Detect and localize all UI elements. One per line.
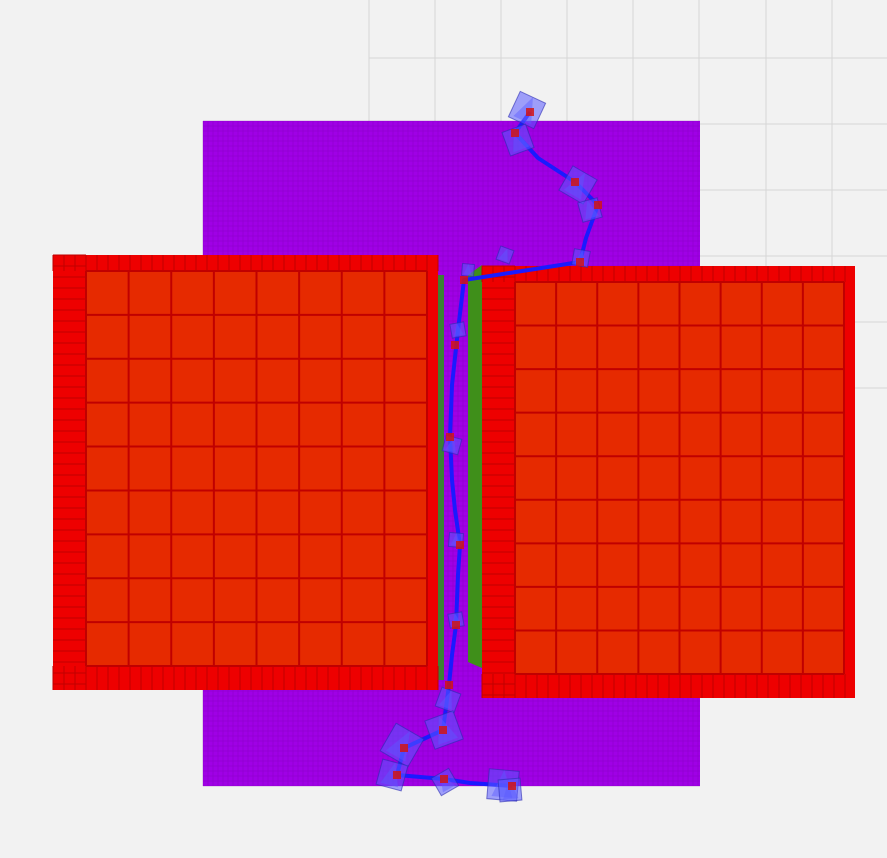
waypoints — [393, 108, 602, 790]
pose-arrow — [385, 731, 410, 762]
waypoint-square-icon — [576, 258, 584, 266]
pose-square — [460, 262, 476, 278]
obstacle-right — [481, 265, 855, 698]
pose-arrow-square-icon — [449, 321, 467, 339]
waypoint-square-icon — [452, 621, 460, 629]
pose-arrow — [380, 762, 399, 788]
obstacle-cells — [85, 270, 428, 667]
pose-square — [495, 245, 515, 265]
waypoint-square-icon — [511, 129, 519, 137]
inflation-layer-left — [438, 275, 444, 680]
obstacle-edge-cells — [52, 254, 439, 690]
pose-arrow — [444, 437, 456, 453]
waypoint-square-icon — [446, 433, 454, 441]
obstacle-left — [52, 254, 439, 690]
pose-square — [375, 758, 409, 792]
waypoint-square-icon — [400, 744, 408, 752]
obstacle-edge-cells — [481, 265, 846, 698]
waypoint-square-icon — [460, 276, 468, 284]
pose-arrow — [513, 97, 533, 125]
waypoint-square-icon — [451, 341, 459, 349]
pose-square — [501, 123, 535, 157]
inflation-layer — [468, 265, 482, 668]
waypoint-square-icon — [508, 782, 516, 790]
pose-arrow-square-icon — [434, 686, 462, 714]
pose-arrow — [438, 690, 452, 710]
pose-arrow-square-icon — [375, 758, 409, 792]
pose-square — [449, 321, 467, 339]
waypoint-square-icon — [571, 178, 579, 186]
waypoint-square-icon — [439, 726, 447, 734]
waypoint-square-icon — [440, 775, 448, 783]
pose-arrow-square-icon — [495, 245, 515, 265]
waypoint-square-icon — [526, 108, 534, 116]
pose-arrow — [438, 715, 458, 745]
pose-arrow — [498, 248, 508, 262]
obstacle-cells — [514, 281, 845, 675]
pose-arrow — [463, 264, 472, 276]
waypoint-square-icon — [393, 771, 401, 779]
waypoint-square-icon — [594, 201, 602, 209]
pose-arrow-square-icon — [460, 262, 476, 278]
pose-arrow — [563, 172, 585, 200]
waypoint-square-icon — [445, 681, 453, 689]
pose-square — [434, 686, 462, 714]
pose-arrow — [585, 200, 599, 220]
waypoint-square-icon — [456, 541, 464, 549]
pose-arrow — [454, 323, 464, 337]
